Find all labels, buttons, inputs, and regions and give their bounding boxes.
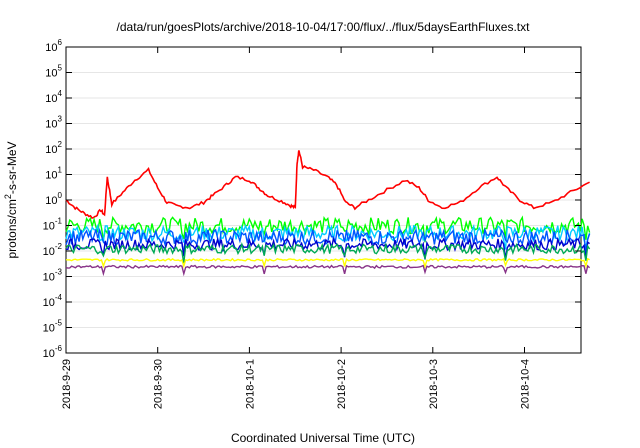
x-tick-label: 2018-10-3 — [428, 359, 440, 409]
y-tick-label: 104 — [45, 89, 62, 105]
y-tick-label: 100 — [45, 191, 62, 207]
series-line-2 — [65, 215, 591, 243]
y-tick-label: 10-1 — [43, 217, 63, 233]
x-tick-label: 2018-10-4 — [520, 359, 532, 409]
series-line-1 — [65, 150, 590, 220]
x-tick-label: 2018-9-30 — [153, 359, 165, 409]
y-tick-label: 101 — [45, 166, 62, 182]
y-tick-label: 10-4 — [43, 293, 63, 309]
y-axis: 10-6 10-5 10-4 10-3 10-2 10-1 100 101 102 103 104 1… — [43, 38, 581, 360]
y-tick-label: 10-6 — [43, 344, 63, 360]
y-tick-label: 10-2 — [43, 242, 63, 258]
chart-title: /data/run/goesPlots/archive/2018-10-04/1… — [117, 20, 531, 34]
series-line-6 — [65, 241, 591, 264]
x-tick-label: 2018-10-1 — [244, 359, 256, 409]
y-tick-label: 106 — [45, 38, 62, 54]
series-line-3 — [65, 223, 591, 250]
x-tick-label: 2018-10-2 — [336, 359, 348, 409]
y-tick-label: 10-5 — [43, 319, 63, 335]
x-axis: 2018-9-29 2018-9-30 2018-10-1 2018-10-2 2018… — [61, 47, 532, 409]
y-tick-label: 102 — [45, 140, 62, 156]
x-axis-label: Coordinated Universal Time (UTC) — [231, 431, 415, 445]
y-tick-label: 105 — [45, 64, 62, 80]
y-axis-label: protons/cm2-s-sr-MeV — [3, 141, 19, 258]
gridlines — [66, 72, 581, 328]
series-line-5 — [65, 236, 590, 260]
series-layer — [65, 150, 591, 277]
y-tick-label: 103 — [45, 115, 62, 131]
series-line-7 — [65, 257, 590, 269]
x-tick-label: 2018-9-29 — [61, 359, 73, 409]
series-line-8 — [65, 264, 591, 277]
y-tick-label: 10-3 — [43, 268, 63, 284]
